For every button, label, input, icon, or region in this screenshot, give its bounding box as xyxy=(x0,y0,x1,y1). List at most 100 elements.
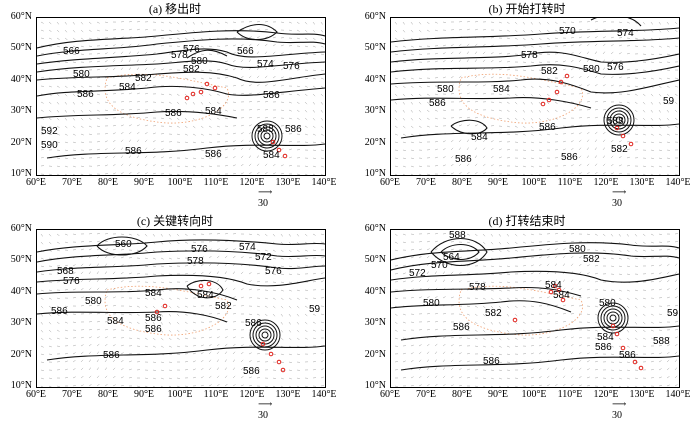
wind-vector xyxy=(483,44,485,46)
wind-vector xyxy=(411,297,414,298)
wind-vector xyxy=(659,22,661,24)
wind-vector xyxy=(419,297,422,298)
wind-vector xyxy=(201,272,203,274)
reference-vector-label: 30 xyxy=(258,410,268,421)
wind-vector xyxy=(611,290,614,291)
wind-vector xyxy=(483,386,486,387)
wind-vector xyxy=(209,102,211,104)
wind-vector xyxy=(281,354,284,355)
wind-vector xyxy=(579,345,582,346)
wind-vector xyxy=(531,62,534,63)
wind-vector xyxy=(467,314,470,315)
wind-vector xyxy=(217,249,220,250)
wind-vector xyxy=(233,165,236,166)
wind-vector xyxy=(289,110,292,111)
wind-vector xyxy=(659,134,662,135)
wind-vector xyxy=(225,344,227,346)
wind-vector xyxy=(643,166,646,167)
wind-vector xyxy=(539,22,541,24)
wind-vector xyxy=(233,85,236,86)
wind-vector xyxy=(297,174,300,175)
contour-label: 586 xyxy=(595,342,612,353)
wind-vector xyxy=(635,118,638,120)
wind-vector xyxy=(105,148,108,150)
x-tick-label: 80°E xyxy=(442,389,482,400)
wind-vector xyxy=(81,30,83,32)
wind-vector xyxy=(571,368,573,370)
wind-vector xyxy=(595,281,598,282)
wind-vector xyxy=(249,117,252,118)
wind-vector xyxy=(257,172,259,174)
wind-vector xyxy=(97,264,99,266)
wind-vector xyxy=(177,94,179,96)
x-tick-label: 60°E xyxy=(16,177,56,188)
wind-vector xyxy=(603,156,605,158)
wind-vector xyxy=(491,290,494,291)
wind-vector xyxy=(265,117,268,118)
wind-vector xyxy=(547,78,550,79)
geopotential-contour xyxy=(47,346,325,360)
wind-vector xyxy=(539,134,542,135)
wind-vector xyxy=(595,306,598,307)
wind-vector xyxy=(587,281,590,282)
wind-vector xyxy=(667,174,670,175)
wind-vector xyxy=(313,361,316,362)
wind-vector xyxy=(81,337,84,338)
wind-vector xyxy=(491,378,494,379)
wind-vector xyxy=(555,241,558,242)
wind-vector xyxy=(73,158,76,159)
wind-vector xyxy=(659,54,662,55)
wind-vector xyxy=(651,361,654,362)
wind-vector xyxy=(579,44,581,46)
wind-vector xyxy=(137,164,139,166)
wind-vector xyxy=(459,125,462,126)
wind-vector xyxy=(313,353,316,354)
wind-vector xyxy=(523,70,526,71)
wind-vector xyxy=(595,76,597,78)
wind-vector xyxy=(603,101,606,102)
wind-vector xyxy=(89,288,91,290)
wind-vector xyxy=(523,134,526,135)
track-point xyxy=(277,360,281,364)
wind-vector xyxy=(105,288,107,290)
wind-vector xyxy=(249,76,251,78)
wind-vector xyxy=(499,322,501,325)
wind-vector xyxy=(153,282,156,283)
wind-vector xyxy=(427,329,430,330)
wind-vector xyxy=(161,242,163,244)
contour-label: 586 xyxy=(619,350,636,361)
wind-vector xyxy=(531,345,534,346)
wind-vector xyxy=(313,369,316,370)
wind-vector xyxy=(41,290,44,291)
wind-vector xyxy=(185,338,188,339)
wind-vector xyxy=(635,330,637,332)
wind-vector xyxy=(619,290,622,291)
wind-vector xyxy=(443,384,446,386)
wind-vector xyxy=(265,298,268,299)
wind-vector xyxy=(507,102,510,104)
wind-vector xyxy=(321,281,324,282)
wind-vector xyxy=(595,164,597,166)
wind-vector xyxy=(257,21,260,22)
wind-vector xyxy=(81,126,83,128)
wind-vector xyxy=(563,368,565,370)
wind-vector xyxy=(49,174,52,175)
wind-vector xyxy=(193,102,195,104)
contour-label: 582 xyxy=(485,308,502,319)
wind-vector xyxy=(89,22,91,24)
wind-vector xyxy=(563,256,565,258)
wind-vector xyxy=(105,102,108,103)
wind-vector xyxy=(289,149,292,150)
wind-vector xyxy=(635,102,637,104)
wind-vector xyxy=(571,52,574,54)
wind-vector xyxy=(273,386,276,387)
contour-label: 586 xyxy=(145,324,162,335)
wind-vector xyxy=(65,118,67,120)
wind-vector xyxy=(627,362,630,363)
wind-vector xyxy=(635,134,638,135)
wind-vector xyxy=(321,70,324,71)
wind-vector xyxy=(121,353,124,354)
wind-vector xyxy=(305,346,308,347)
wind-vector xyxy=(523,369,526,370)
wind-vector xyxy=(403,353,406,354)
